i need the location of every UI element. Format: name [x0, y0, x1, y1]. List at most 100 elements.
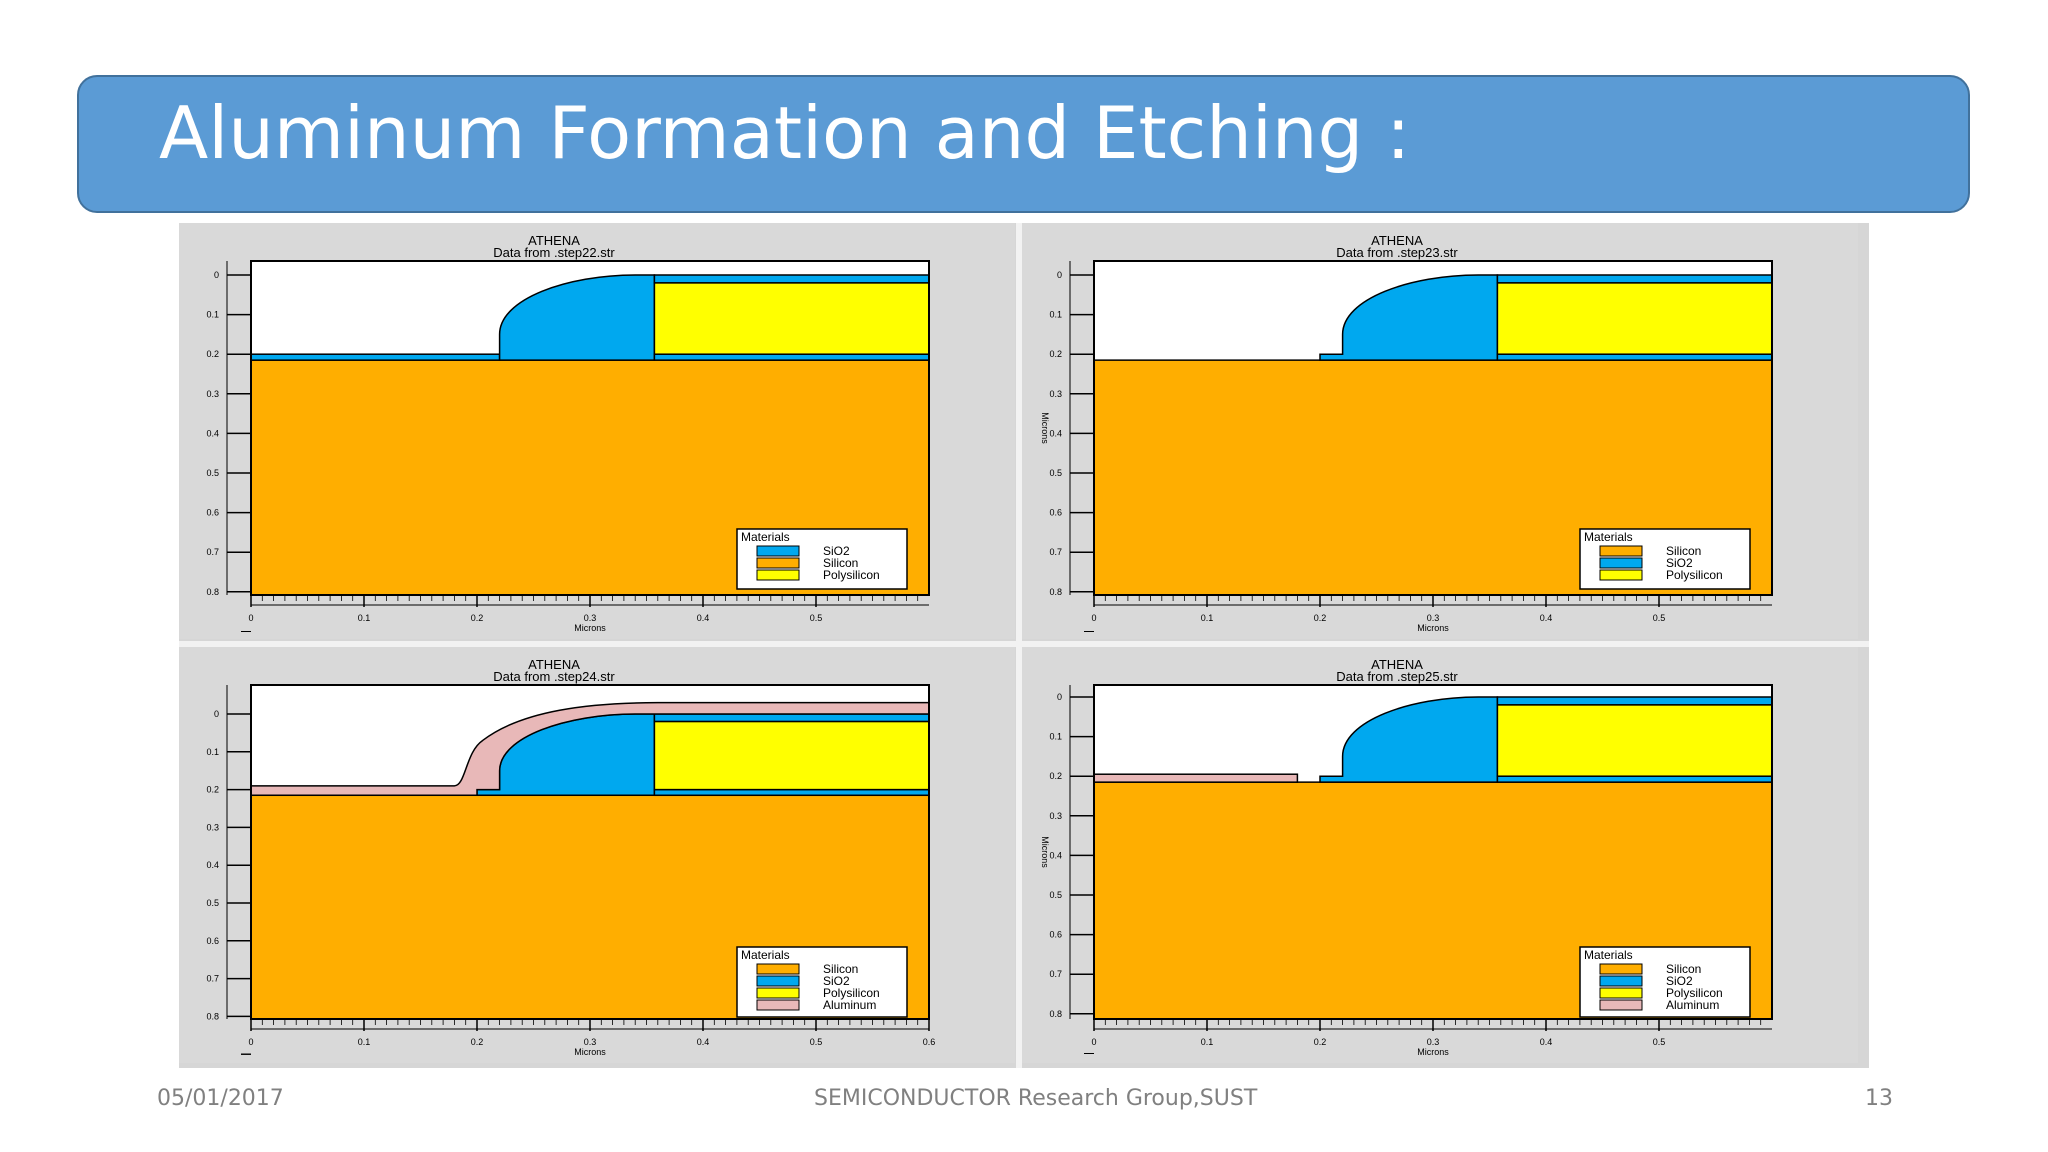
x-tick-label: 0: [1091, 613, 1096, 623]
plot-heading: ATHENA: [1371, 233, 1423, 248]
thin-oxide-region: [250, 353, 501, 361]
legend-title: Materials: [1584, 948, 1633, 962]
panel-step23: ATHENA Data from .step23.str 0 0.1 0.2 0.3 0.4…: [1022, 223, 1858, 639]
legend-label: Polysilicon: [1666, 568, 1723, 582]
y-tick-label: 0.1: [206, 747, 219, 757]
x-tick-label: 0.4: [697, 613, 710, 623]
y-tick-label: 0.8: [1049, 1009, 1062, 1019]
plot-subheading: Data from .step25.str: [1336, 669, 1458, 684]
y-tick-label: 0.7: [1049, 547, 1062, 557]
x-tick-label: 0.3: [584, 613, 597, 623]
x-tick-label: 0: [248, 1037, 253, 1047]
y-tick-label: 0.4: [1049, 850, 1062, 860]
legend-swatch: [756, 545, 800, 557]
y-tick-label: 0.1: [206, 310, 219, 320]
legend-label: Silicon: [1666, 544, 1701, 558]
x-tick-label: 0.3: [1427, 1037, 1440, 1047]
oxide-cap-region: [1496, 696, 1773, 706]
legend-label: Polysilicon: [823, 986, 880, 1000]
x-tick-label: 0.1: [358, 613, 371, 623]
plot-subheading: Data from .step23.str: [1336, 245, 1458, 260]
panel-step22: ATHENA Data from .step22.str 0 0.1 0.2 0.3 0.4…: [179, 223, 1015, 639]
x-tick-label: 0.5: [810, 1037, 823, 1047]
footer-date: 05/01/2017: [157, 1086, 284, 1111]
y-tick-label: 0.8: [206, 1011, 219, 1021]
y-tick-label: 0.8: [1049, 587, 1062, 597]
legend-swatch: [756, 975, 800, 987]
x-tick-label: 0.4: [1540, 613, 1553, 623]
oxide-cap-region: [1496, 274, 1773, 284]
oxide-spacer-region: [1319, 274, 1499, 361]
gate-oxide-region: [653, 788, 930, 797]
legend-label: Silicon: [823, 962, 858, 976]
horizontal-divider: [179, 641, 1869, 647]
legend-title: Materials: [741, 530, 790, 544]
legend-title: Materials: [1584, 530, 1633, 544]
legend-swatch: [756, 999, 800, 1011]
gate-oxide-region: [653, 353, 930, 361]
polysilicon-region: [653, 720, 930, 791]
plot-heading: ATHENA: [528, 657, 580, 672]
x-tick-label: 0.1: [1201, 1037, 1214, 1047]
legend-swatch: [756, 569, 800, 581]
x-tick-label: 0.2: [471, 613, 484, 623]
x-tick-label: 0.5: [1653, 1037, 1666, 1047]
legend-label: SiO2: [823, 544, 850, 558]
y-tick-label: 0.2: [206, 349, 219, 359]
x-tick-label: 0: [248, 613, 253, 623]
legend-swatch: [1599, 569, 1643, 581]
footer-page-number: 13: [1865, 1086, 1893, 1111]
legend-label: SiO2: [1666, 974, 1693, 988]
legend-swatch: [756, 557, 800, 569]
y-tick-label: 0.3: [1049, 389, 1062, 399]
y-tick-label: 0.4: [1049, 428, 1062, 438]
legend-swatch: [756, 963, 800, 975]
polysilicon-region: [653, 282, 930, 355]
x-tick-label: 0.2: [471, 1037, 484, 1047]
y-tick-label: 0.8: [206, 587, 219, 597]
plot-heading: ATHENA: [1371, 657, 1423, 672]
y-axis-label: Microns: [1040, 836, 1050, 868]
polysilicon-region: [1496, 282, 1773, 355]
panel-step25: ATHENA Data from .step25.str 0 0.1 0.2 0.3 0.4…: [1022, 647, 1858, 1063]
y-tick-label: 0.2: [206, 785, 219, 795]
y-tick-label: 0.1: [1049, 310, 1062, 320]
y-tick-label: 0.4: [206, 428, 219, 438]
y-tick-label: 0.7: [1049, 969, 1062, 979]
x-tick-label: 0.2: [1314, 613, 1327, 623]
oxide-spacer-region: [1319, 696, 1499, 783]
legend-label: SiO2: [1666, 556, 1693, 570]
oxide-spacer-region: [498, 274, 656, 361]
y-tick-label: 0.7: [206, 974, 219, 984]
x-axis-label: Microns: [574, 623, 606, 633]
x-tick-label: 0.1: [358, 1037, 371, 1047]
legend-label: Silicon: [823, 556, 858, 570]
x-tick-label: 0.6: [923, 1037, 936, 1047]
footer-center-text: SEMICONDUCTOR Research Group,SUST: [814, 1086, 1258, 1111]
y-axis-label: Microns: [1040, 412, 1050, 444]
y-tick-label: 0.6: [206, 936, 219, 946]
y-tick-label: 0.5: [206, 468, 219, 478]
panel-step24: ATHENA Data from .step24.str 0 0.1 0.2 0.3 0.4…: [179, 647, 1015, 1063]
y-tick-label: 0.2: [1049, 349, 1062, 359]
y-tick-label: 0.6: [1049, 930, 1062, 940]
x-axis-label: Microns: [574, 1047, 606, 1057]
y-tick-label: 0.3: [206, 389, 219, 399]
y-tick-label: 0.2: [1049, 771, 1062, 781]
x-tick-label: 0.1: [1201, 613, 1214, 623]
plot-subheading: Data from .step24.str: [493, 669, 615, 684]
x-tick-label: 0.5: [1653, 613, 1666, 623]
y-tick-label: 0.6: [206, 508, 219, 518]
polysilicon-region: [1496, 704, 1773, 777]
x-axis-label: Microns: [1417, 623, 1449, 633]
x-tick-label: 0.4: [1540, 1037, 1553, 1047]
oxide-cap-region: [653, 274, 930, 284]
y-tick-label: 0.4: [206, 860, 219, 870]
x-tick-label: 0.2: [1314, 1037, 1327, 1047]
gate-oxide-region: [1496, 353, 1773, 361]
aluminum-contact-region: [1093, 773, 1299, 783]
y-tick-label: 0: [214, 270, 219, 280]
legend-swatch: [1599, 999, 1643, 1011]
y-tick-label: 0.5: [1049, 890, 1062, 900]
